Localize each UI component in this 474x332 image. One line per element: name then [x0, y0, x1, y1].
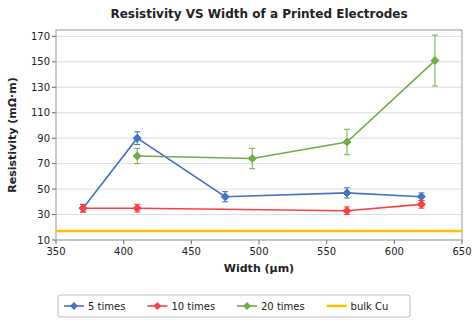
marker: [417, 193, 425, 201]
grid-line: [56, 138, 462, 139]
grid-line: [56, 61, 462, 62]
tick-label: 400: [114, 246, 133, 257]
tick-label: 150: [31, 56, 50, 67]
error-bar: [222, 192, 228, 202]
marker: [133, 204, 141, 212]
tick-mark: [52, 138, 56, 139]
error-bar: [418, 193, 424, 201]
error-bar: [134, 132, 140, 145]
marker: [221, 193, 229, 201]
error-bar: [344, 207, 350, 215]
error-bar: [344, 188, 350, 198]
title: Resistivity VS Width of a Printed Electr…: [110, 7, 407, 21]
error-bar: [134, 204, 140, 212]
tick-mark: [52, 36, 56, 37]
grid-line: [56, 189, 462, 190]
tick-mark: [326, 240, 327, 244]
tick-mark: [56, 240, 57, 244]
series: [79, 200, 425, 214]
marker: [248, 155, 256, 163]
tick-label: 10: [37, 235, 50, 246]
tick-label: 450: [182, 246, 201, 257]
marker: [79, 204, 87, 212]
legend-box: [58, 295, 410, 317]
tick-mark: [52, 61, 56, 62]
tick-mark: [52, 214, 56, 215]
tick-mark: [52, 240, 56, 241]
marker: [417, 200, 425, 208]
tick-label: 90: [37, 133, 50, 144]
legend-label: 10 times: [171, 301, 215, 312]
tick-mark: [259, 240, 260, 244]
series: [133, 35, 439, 169]
marker: [79, 204, 87, 212]
tick-mark: [52, 112, 56, 113]
plot-area: [56, 35, 462, 231]
tick-mark: [52, 163, 56, 164]
marker: [343, 207, 351, 215]
grid-line: [56, 36, 462, 37]
tick-label: 550: [317, 246, 336, 257]
tick-label: 650: [452, 246, 471, 257]
legend-marker: [153, 302, 161, 310]
line: [137, 61, 435, 159]
grid-line: [56, 214, 462, 215]
line: [83, 138, 421, 208]
legend-label: bulk Cu: [351, 301, 389, 312]
tick-label: 70: [37, 158, 50, 169]
grid: [56, 36, 462, 240]
error-bar: [344, 129, 350, 154]
legend-swatch: [327, 305, 347, 308]
x-axis-label: Width (μm): [224, 262, 294, 275]
chart: Resistivity VS Width of a Printed Electr…: [0, 0, 474, 332]
tick-label: 500: [249, 246, 268, 257]
marker: [133, 152, 141, 160]
grid-line: [56, 112, 462, 113]
error-bar: [80, 204, 86, 212]
marker: [343, 189, 351, 197]
tick-label: 30: [37, 209, 50, 220]
tick-mark: [462, 240, 463, 244]
tick-label: 350: [46, 246, 65, 257]
tick-label: 170: [31, 31, 50, 42]
tick-mark: [52, 189, 56, 190]
tick-label: 50: [37, 184, 50, 195]
marker: [431, 57, 439, 65]
tick-label: 130: [31, 82, 50, 93]
marker: [133, 134, 141, 142]
error-bar: [80, 204, 86, 212]
tick-mark: [52, 87, 56, 88]
plot-frame: [56, 30, 462, 240]
error-bar: [418, 201, 424, 209]
legend-label: 5 times: [88, 301, 125, 312]
legend-marker: [243, 302, 251, 310]
series: [79, 132, 425, 212]
error-bar: [134, 148, 140, 163]
tick-mark: [394, 240, 395, 244]
grid-line: [56, 87, 462, 88]
marker: [343, 138, 351, 146]
legend-marker: [70, 302, 78, 310]
legend-label: 20 times: [261, 301, 305, 312]
error-bar: [249, 148, 255, 168]
y-axis-label: Resistivity (mΩ·m): [6, 77, 19, 193]
tick-label: 600: [385, 246, 404, 257]
series: [56, 231, 462, 232]
legend: 5 times 10 times 20 times bulk Cu: [58, 295, 410, 317]
tick-mark: [123, 240, 124, 244]
tick-label: 110: [31, 107, 50, 118]
error-bar: [432, 35, 438, 86]
line: [56, 230, 462, 233]
tick-mark: [191, 240, 192, 244]
